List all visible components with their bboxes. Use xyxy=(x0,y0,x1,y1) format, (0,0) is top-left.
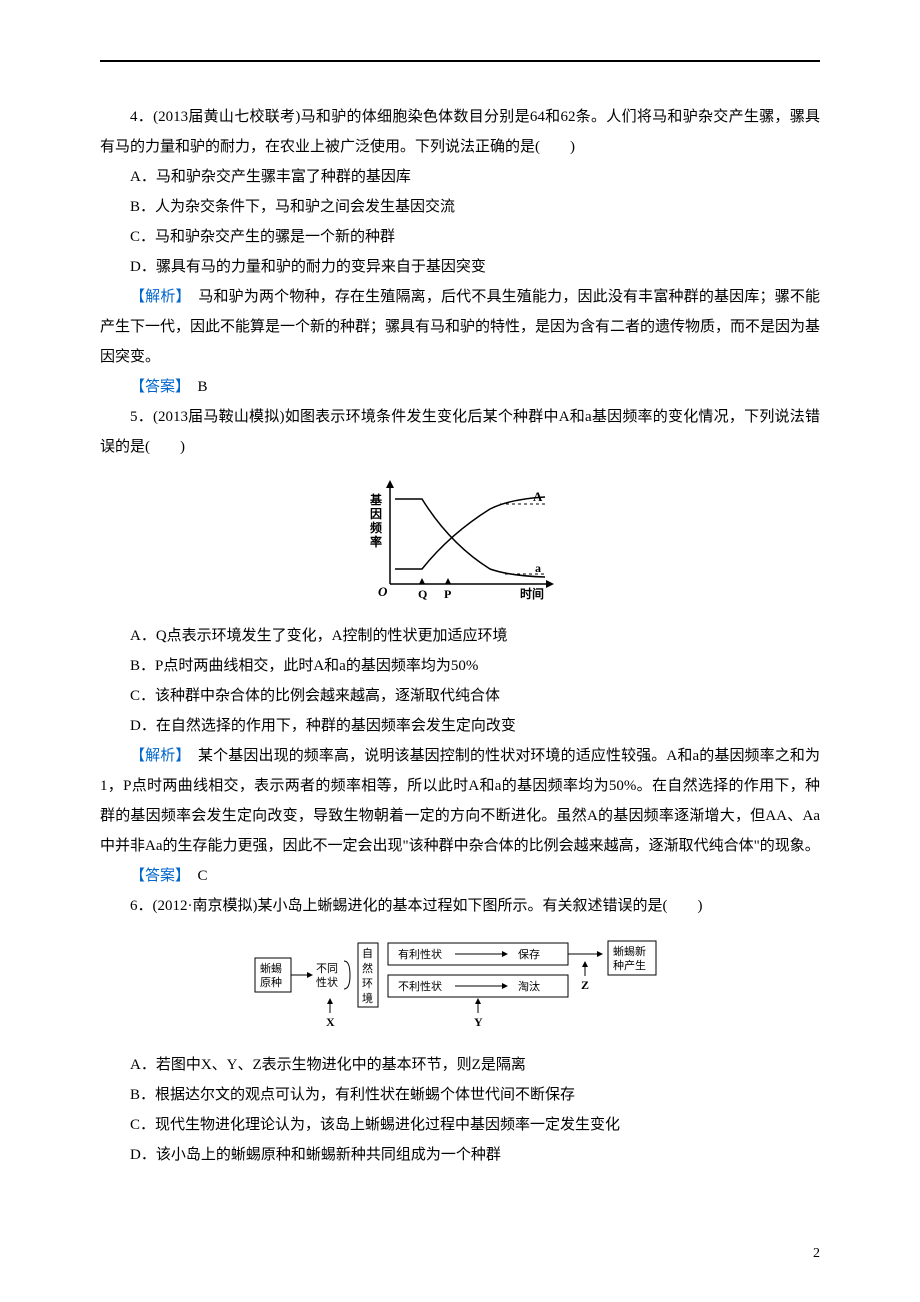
q4-analysis-text: 马和驴为两个物种，存在生殖隔离，后代不具生殖能力，因此没有丰富种群的基因库；骡不… xyxy=(100,289,820,365)
q6-stem: 6．(2012·南京模拟)某小岛上蜥蜴进化的基本过程如下图所示。有关叙述错误的是… xyxy=(100,891,820,921)
q5-answer: 【答案】 C xyxy=(100,861,820,891)
fig1-label-a-upper: A xyxy=(533,489,543,504)
fig1-label-a-lower: a xyxy=(535,561,541,575)
q6-number: 6． xyxy=(130,898,153,914)
svg-text:率: 率 xyxy=(370,534,382,549)
answer-label: 【答案】 xyxy=(130,868,183,884)
fig1-tick-q: Q xyxy=(418,587,427,601)
answer-label: 【答案】 xyxy=(130,379,183,395)
analysis-label: 【解析】 xyxy=(130,289,183,305)
svg-text:蜥蜴: 蜥蜴 xyxy=(260,961,282,975)
q4-analysis: 【解析】 马和驴为两个物种，存在生殖隔离，后代不具生殖能力，因此没有丰富种群的基… xyxy=(100,282,820,372)
q4-stem: 4．(2013届黄山七校联考)马和驴的体细胞染色体数目分别是64和62条。人们将… xyxy=(100,102,820,162)
q5-option-c: C．该种群中杂合体的比例会越来越高，逐渐取代纯合体 xyxy=(100,681,820,711)
q6-option-d: D．该小岛上的蜥蜴原种和蜥蜴新种共同组成为一个种群 xyxy=(100,1140,820,1170)
svg-text:原种: 原种 xyxy=(260,975,282,989)
fig1-xlabel: 时间 xyxy=(520,586,544,601)
q5-analysis: 【解析】 某个基因出现的频率高，说明该基因控制的性状对环境的适应性较强。A和a的… xyxy=(100,741,820,861)
q6-option-c: C．现代生物进化理论认为，该岛上蜥蜴进化过程中基因频率一定发生变化 xyxy=(100,1110,820,1140)
svg-text:频: 频 xyxy=(370,520,382,535)
svg-text:淘汰: 淘汰 xyxy=(518,979,540,993)
page-number: 2 xyxy=(813,1246,820,1262)
q5-number: 5． xyxy=(130,409,153,425)
header-rule xyxy=(100,60,820,62)
svg-text:不同: 不同 xyxy=(316,963,338,975)
svg-text:Y: Y xyxy=(474,1015,483,1029)
svg-text:有利性状: 有利性状 xyxy=(398,947,442,961)
svg-text:X: X xyxy=(326,1015,335,1029)
svg-text:保存: 保存 xyxy=(518,947,540,961)
svg-text:因: 因 xyxy=(370,506,382,521)
svg-text:然: 然 xyxy=(362,961,373,975)
q5-answer-value: C xyxy=(183,868,208,884)
q6-text: 某小岛上蜥蜴进化的基本过程如下图所示。有关叙述错误的是( ) xyxy=(258,898,703,914)
q4-source: (2013届黄山七校联考) xyxy=(153,109,300,125)
svg-text:种产生: 种产生 xyxy=(613,958,646,972)
q4-option-a: A．马和驴杂交产生骡丰富了种群的基因库 xyxy=(100,162,820,192)
q4-option-b: B．人为杂交条件下，马和驴之间会发生基因交流 xyxy=(100,192,820,222)
q5-option-b: B．P点时两曲线相交，此时A和a的基因频率均为50% xyxy=(100,651,820,681)
q6-source: (2012·南京模拟) xyxy=(153,898,258,914)
q4-answer: 【答案】 B xyxy=(100,372,820,402)
svg-text:性状: 性状 xyxy=(316,975,338,989)
svg-text:蜥蜴新: 蜥蜴新 xyxy=(613,944,646,958)
q5-analysis-text: 某个基因出现的频率高，说明该基因控制的性状对环境的适应性较强。A和a的基因频率之… xyxy=(100,748,820,854)
q6-option-b: B．根据达尔文的观点可认为，有利性状在蜥蜴个体世代间不断保存 xyxy=(100,1080,820,1110)
svg-text:自: 自 xyxy=(362,947,373,960)
q4-option-d: D．骡具有马的力量和驴的耐力的变异来自于基因突变 xyxy=(100,252,820,282)
q5-option-d: D．在自然选择的作用下，种群的基因频率会发生定向改变 xyxy=(100,711,820,741)
fig1-tick-p: P xyxy=(444,587,451,601)
q5-stem: 5．(2013届马鞍山模拟)如图表示环境条件发生变化后某个种群中A和a基因频率的… xyxy=(100,402,820,462)
q5-option-a: A．Q点表示环境发生了变化，A控制的性状更加适应环境 xyxy=(100,621,820,651)
svg-text:Z: Z xyxy=(581,978,589,992)
q5-source: (2013届马鞍山模拟) xyxy=(153,409,285,425)
q4-answer-value: B xyxy=(183,379,208,395)
svg-text:不利性状: 不利性状 xyxy=(398,979,442,993)
q5-figure: 基 因 频 率 O Q P 时间 A a xyxy=(100,474,820,609)
fig1-origin: O xyxy=(378,584,388,599)
fig1-ylabel: 基 xyxy=(369,492,383,507)
svg-text:环: 环 xyxy=(362,978,373,990)
q6-figure: 蜥蜴 原种 不同 性状 自 然 环 境 有利性状 保存 不利性状 淘汰 蜥蜴新 … xyxy=(100,933,820,1038)
q4-option-c: C．马和驴杂交产生的骡是一个新的种群 xyxy=(100,222,820,252)
q6-option-a: A．若图中X、Y、Z表示生物进化中的基本环节，则Z是隔离 xyxy=(100,1050,820,1080)
analysis-label: 【解析】 xyxy=(130,748,183,764)
q4-number: 4． xyxy=(130,109,153,125)
svg-text:境: 境 xyxy=(362,991,373,1005)
